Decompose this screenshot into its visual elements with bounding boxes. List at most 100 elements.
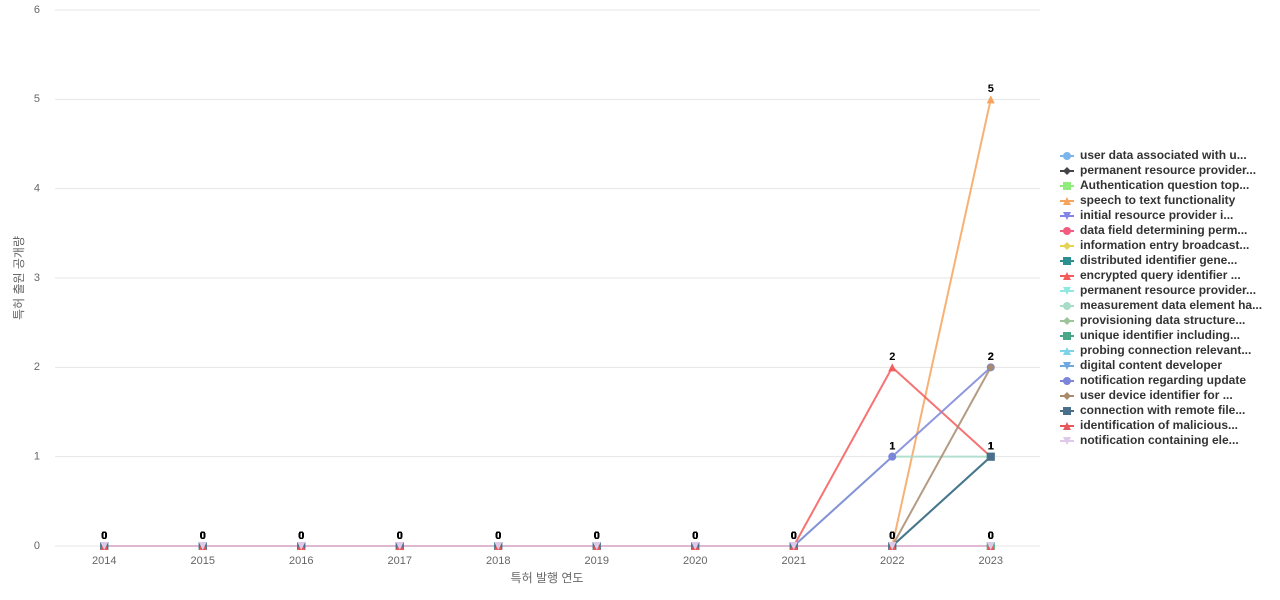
data-label: 0 bbox=[200, 530, 206, 542]
data-label: 0 bbox=[594, 530, 600, 542]
data-label: 0 bbox=[200, 530, 206, 542]
data-label: 0 bbox=[791, 530, 797, 542]
legend-label: information entry broadcast... bbox=[1080, 238, 1249, 252]
data-label: 0 bbox=[791, 530, 797, 542]
legend-item: user device identifier for ... bbox=[1060, 388, 1233, 402]
y-tick-label: 1 bbox=[34, 451, 40, 463]
y-tick-label: 2 bbox=[34, 361, 40, 373]
legend-item: digital content developer bbox=[1060, 358, 1222, 372]
data-label: 0 bbox=[298, 530, 304, 542]
legend-label: connection with remote file... bbox=[1080, 403, 1245, 417]
series-line bbox=[104, 455, 992, 547]
data-label: 0 bbox=[692, 530, 698, 542]
legend-label: permanent resource provider... bbox=[1080, 163, 1256, 177]
marker bbox=[198, 542, 207, 550]
data-label: 0 bbox=[594, 530, 600, 542]
data-label: 0 bbox=[200, 530, 206, 542]
data-label: 0 bbox=[101, 530, 107, 542]
data-label: 0 bbox=[791, 530, 797, 542]
marker bbox=[1063, 437, 1071, 445]
data-label: 0 bbox=[791, 530, 797, 542]
marker bbox=[1063, 332, 1071, 340]
data-label: 0 bbox=[988, 530, 994, 542]
data-label: 0 bbox=[495, 530, 501, 542]
legend-label: identification of malicious... bbox=[1080, 418, 1238, 432]
data-label: 0 bbox=[594, 530, 600, 542]
y-tick-label: 4 bbox=[34, 183, 40, 195]
data-label: 0 bbox=[988, 530, 994, 542]
data-label: 0 bbox=[988, 530, 994, 542]
marker bbox=[888, 363, 897, 372]
data-label: 0 bbox=[692, 530, 698, 542]
data-label: 0 bbox=[101, 530, 107, 542]
data-label: 0 bbox=[889, 530, 895, 542]
data-label: 0 bbox=[594, 530, 600, 542]
data-label: 0 bbox=[889, 530, 895, 542]
data-label: 0 bbox=[200, 530, 206, 542]
x-tick-label: 2015 bbox=[191, 555, 215, 567]
data-label: 0 bbox=[397, 530, 403, 542]
data-label: 0 bbox=[397, 530, 403, 542]
marker bbox=[986, 542, 995, 550]
data-label: 0 bbox=[692, 530, 698, 542]
y-tick-label: 5 bbox=[34, 93, 40, 105]
data-label: 0 bbox=[692, 530, 698, 542]
data-label: 0 bbox=[495, 530, 501, 542]
marker bbox=[1063, 152, 1071, 160]
data-label: 0 bbox=[791, 530, 797, 542]
data-label: 0 bbox=[298, 530, 304, 542]
legend-label: distributed identifier gene... bbox=[1080, 253, 1237, 267]
legend-item: notification regarding update bbox=[1060, 373, 1246, 387]
data-label: 0 bbox=[200, 530, 206, 542]
data-label: 0 bbox=[692, 530, 698, 542]
data-label: 0 bbox=[298, 530, 304, 542]
series-line bbox=[104, 99, 992, 547]
data-label: 0 bbox=[594, 530, 600, 542]
data-label: 0 bbox=[889, 530, 895, 542]
marker bbox=[1063, 167, 1071, 175]
legend-item: connection with remote file... bbox=[1060, 403, 1245, 417]
data-label: 0 bbox=[889, 530, 895, 542]
data-label: 0 bbox=[200, 530, 206, 542]
data-label: 0 bbox=[791, 530, 797, 542]
data-label: 0 bbox=[495, 530, 501, 542]
marker bbox=[592, 542, 601, 550]
data-label: 0 bbox=[200, 530, 206, 542]
data-label: 0 bbox=[101, 530, 107, 542]
legend-item: identification of malicious... bbox=[1060, 418, 1238, 432]
data-label: 0 bbox=[692, 530, 698, 542]
legend-label: data field determining perm... bbox=[1080, 223, 1247, 237]
data-label: 0 bbox=[594, 530, 600, 542]
marker bbox=[888, 542, 897, 550]
data-label: 0 bbox=[298, 530, 304, 542]
legend-label: permanent resource provider... bbox=[1080, 283, 1256, 297]
data-label: 0 bbox=[791, 530, 797, 542]
legend-item: Authentication question top... bbox=[1060, 178, 1249, 192]
data-label: 1 bbox=[988, 441, 994, 453]
data-label: 0 bbox=[791, 530, 797, 542]
data-label: 0 bbox=[988, 530, 994, 542]
data-label: 0 bbox=[200, 530, 206, 542]
data-label: 0 bbox=[594, 530, 600, 542]
data-label: 0 bbox=[495, 530, 501, 542]
data-label: 0 bbox=[397, 530, 403, 542]
data-label: 0 bbox=[298, 530, 304, 542]
legend-label: notification containing ele... bbox=[1080, 433, 1239, 447]
legend-item: permanent resource provider... bbox=[1060, 283, 1256, 297]
data-label: 0 bbox=[692, 530, 698, 542]
data-label: 0 bbox=[889, 530, 895, 542]
legend-label: digital content developer bbox=[1080, 358, 1222, 372]
data-label: 0 bbox=[101, 530, 107, 542]
data-label: 0 bbox=[889, 530, 895, 542]
marker bbox=[1063, 407, 1071, 415]
data-label: 0 bbox=[594, 530, 600, 542]
data-label: 0 bbox=[988, 530, 994, 542]
data-label: 0 bbox=[495, 530, 501, 542]
data-label: 0 bbox=[101, 530, 107, 542]
data-label: 2 bbox=[889, 351, 895, 363]
data-label: 0 bbox=[397, 530, 403, 542]
x-axis-title: 특허 발행 연도 bbox=[511, 570, 584, 585]
data-label: 0 bbox=[594, 530, 600, 542]
marker bbox=[1063, 257, 1071, 265]
data-label: 0 bbox=[298, 530, 304, 542]
